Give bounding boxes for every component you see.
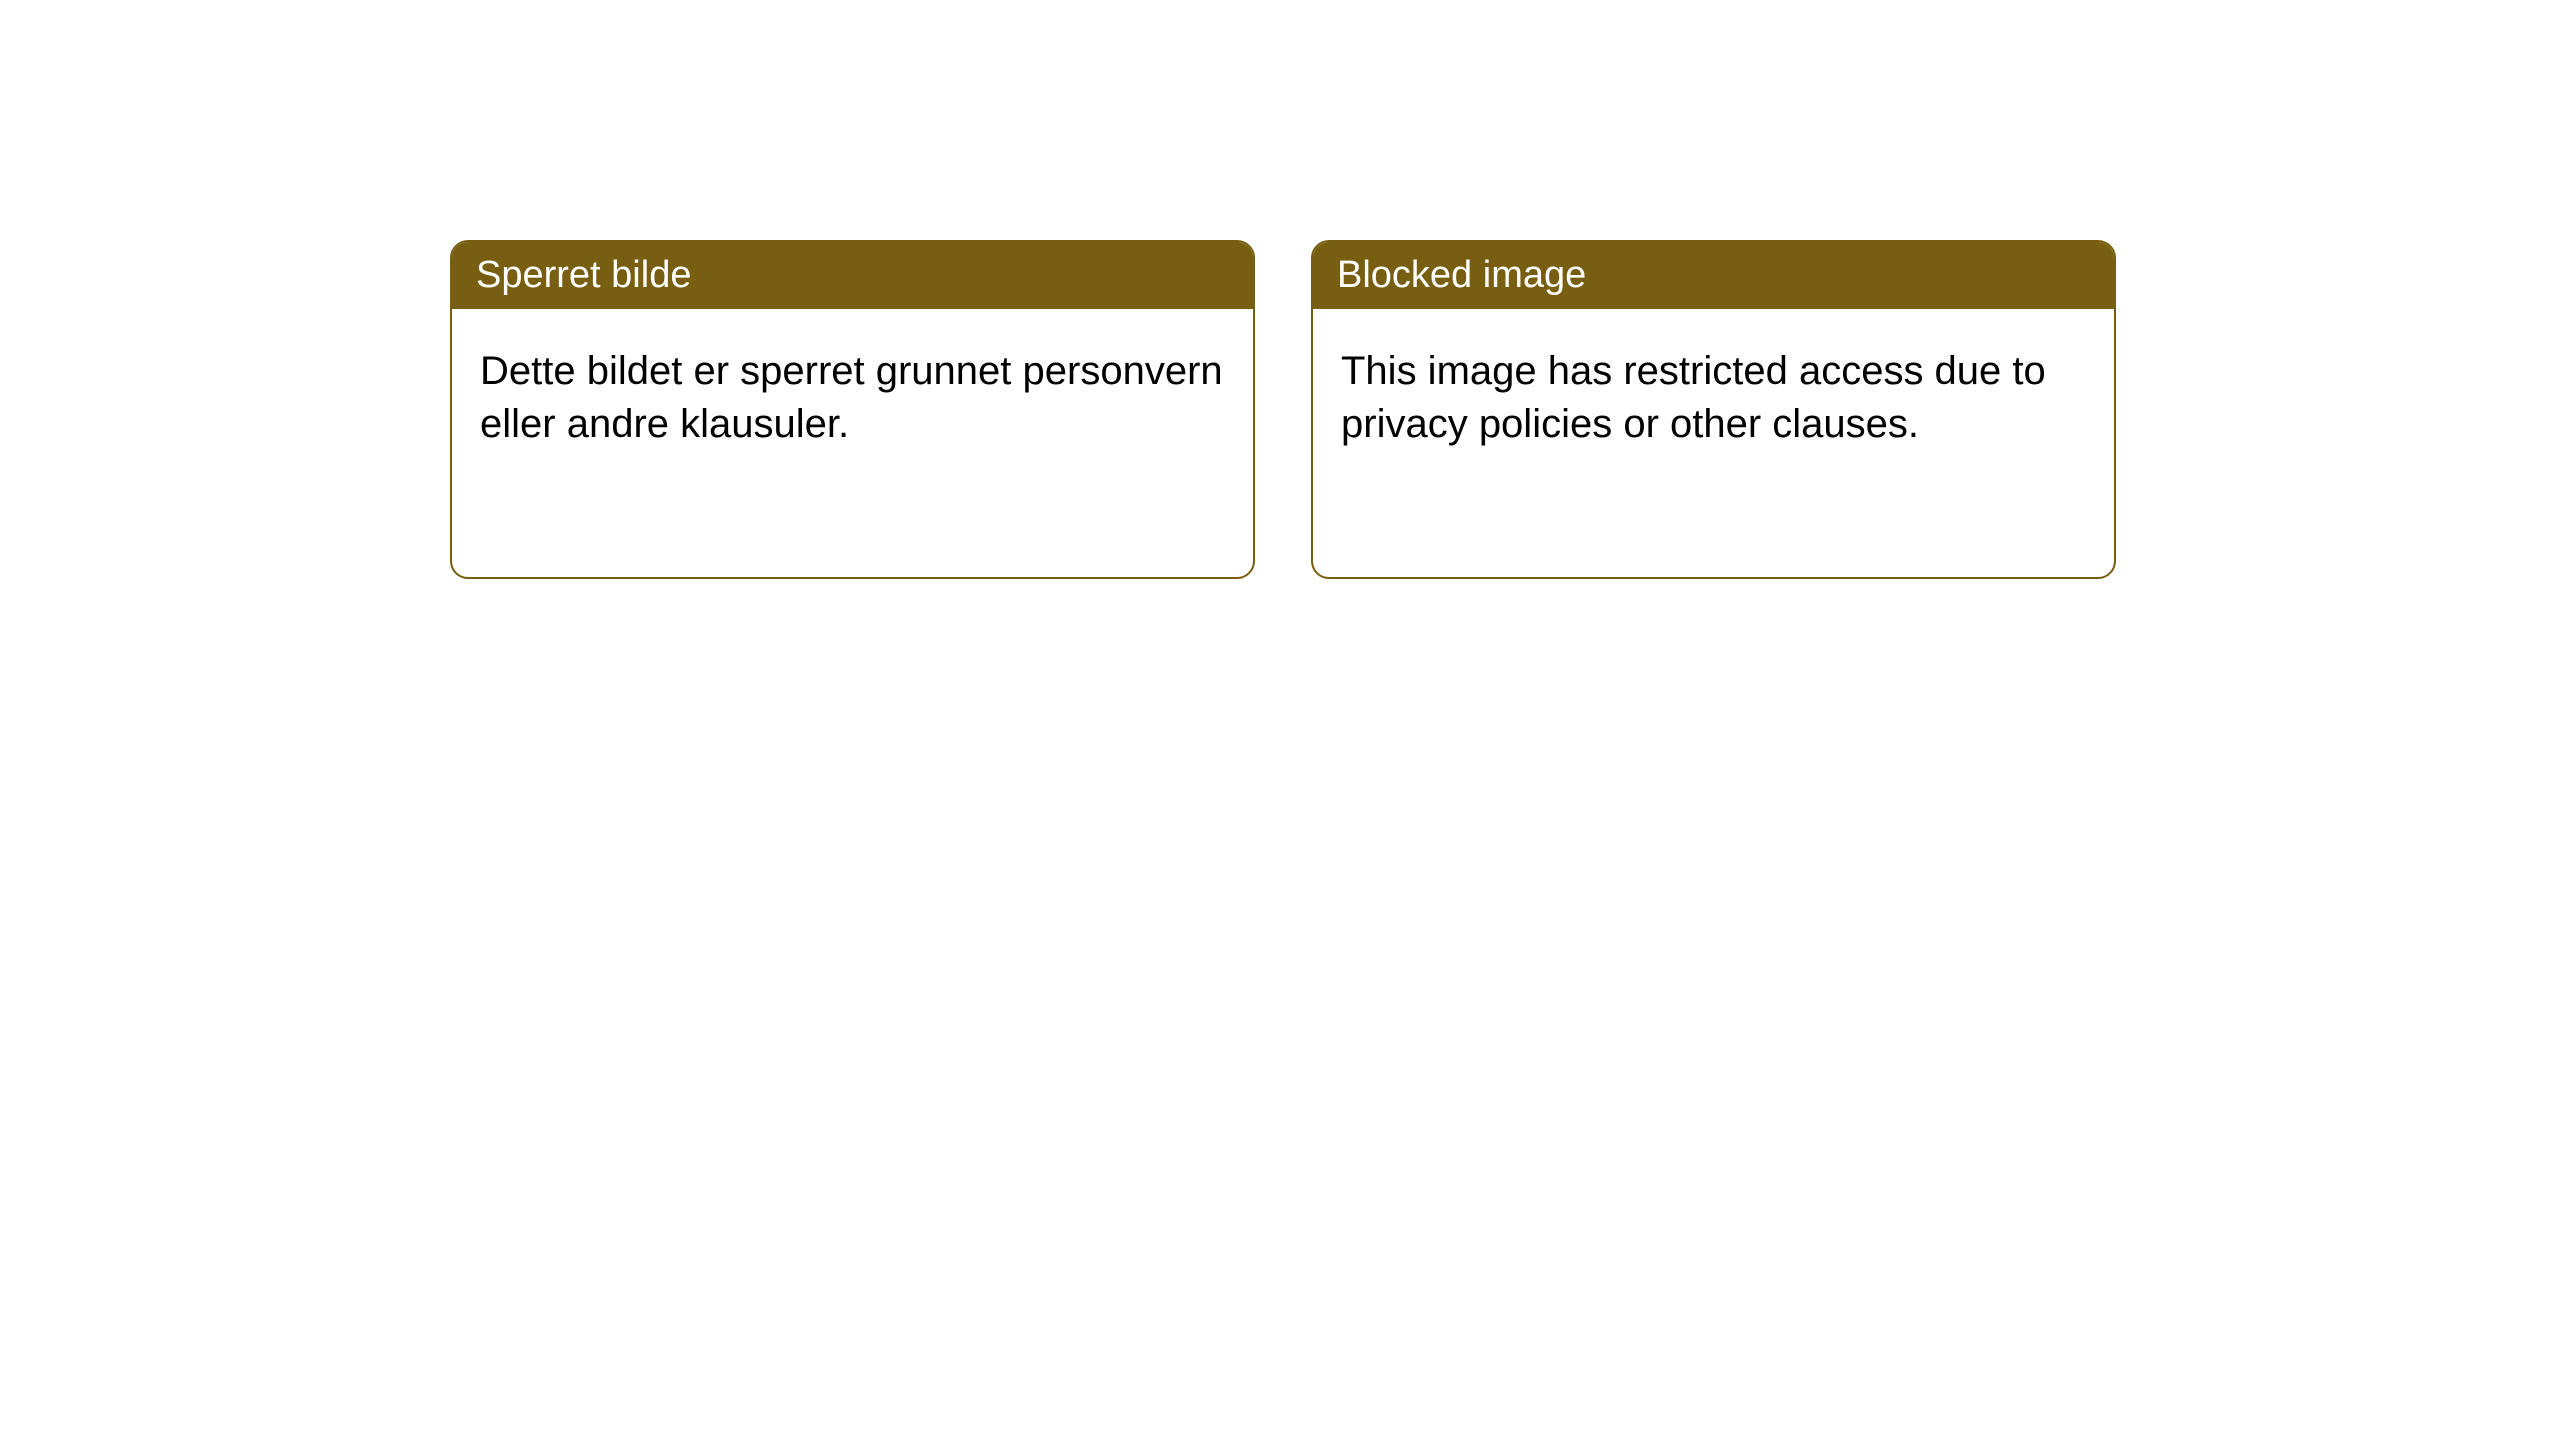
card-title: Sperret bilde: [476, 254, 691, 296]
card-body-text: This image has restricted access due to …: [1341, 345, 2086, 451]
card-title: Blocked image: [1337, 254, 1586, 296]
card-english: Blocked image This image has restricted …: [1311, 240, 2116, 579]
card-norwegian: Sperret bilde Dette bildet er sperret gr…: [450, 240, 1255, 579]
cards-row: Sperret bilde Dette bildet er sperret gr…: [0, 0, 2560, 579]
card-body: Dette bildet er sperret grunnet personve…: [452, 309, 1253, 577]
card-body: This image has restricted access due to …: [1313, 309, 2114, 577]
card-body-text: Dette bildet er sperret grunnet personve…: [480, 345, 1225, 451]
card-header: Blocked image: [1313, 242, 2114, 309]
card-header: Sperret bilde: [452, 242, 1253, 309]
